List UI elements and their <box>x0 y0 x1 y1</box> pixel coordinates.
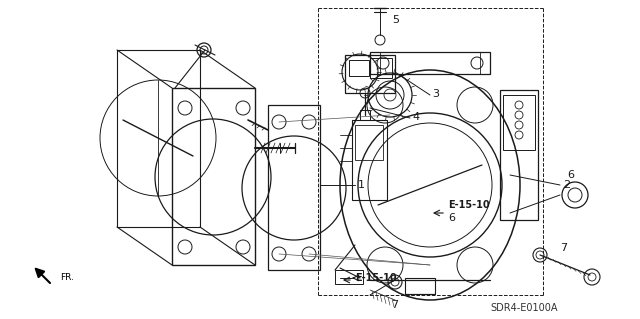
Bar <box>503 95 535 150</box>
Text: 6: 6 <box>448 213 455 223</box>
Bar <box>500 90 538 220</box>
Text: 7: 7 <box>392 300 399 310</box>
Text: 6: 6 <box>567 170 574 180</box>
Bar <box>268 105 320 270</box>
Text: 2: 2 <box>563 180 570 190</box>
Bar <box>345 55 395 93</box>
Bar <box>335 270 363 284</box>
Bar <box>405 278 435 294</box>
Text: E-15-10: E-15-10 <box>448 200 490 210</box>
Text: SDR4-E0100A: SDR4-E0100A <box>490 303 557 313</box>
Bar <box>360 110 370 120</box>
Text: 5: 5 <box>392 15 399 25</box>
Bar <box>172 88 255 265</box>
Bar <box>370 58 392 78</box>
Bar <box>352 120 387 200</box>
Text: 4: 4 <box>412 112 419 122</box>
Bar <box>370 52 490 74</box>
Text: 3: 3 <box>432 89 439 99</box>
Bar <box>355 125 383 160</box>
Text: 7: 7 <box>560 243 567 253</box>
Bar <box>349 60 369 76</box>
Text: 1: 1 <box>358 180 365 190</box>
Text: FR.: FR. <box>60 272 74 281</box>
Text: E-15-10: E-15-10 <box>355 273 397 283</box>
